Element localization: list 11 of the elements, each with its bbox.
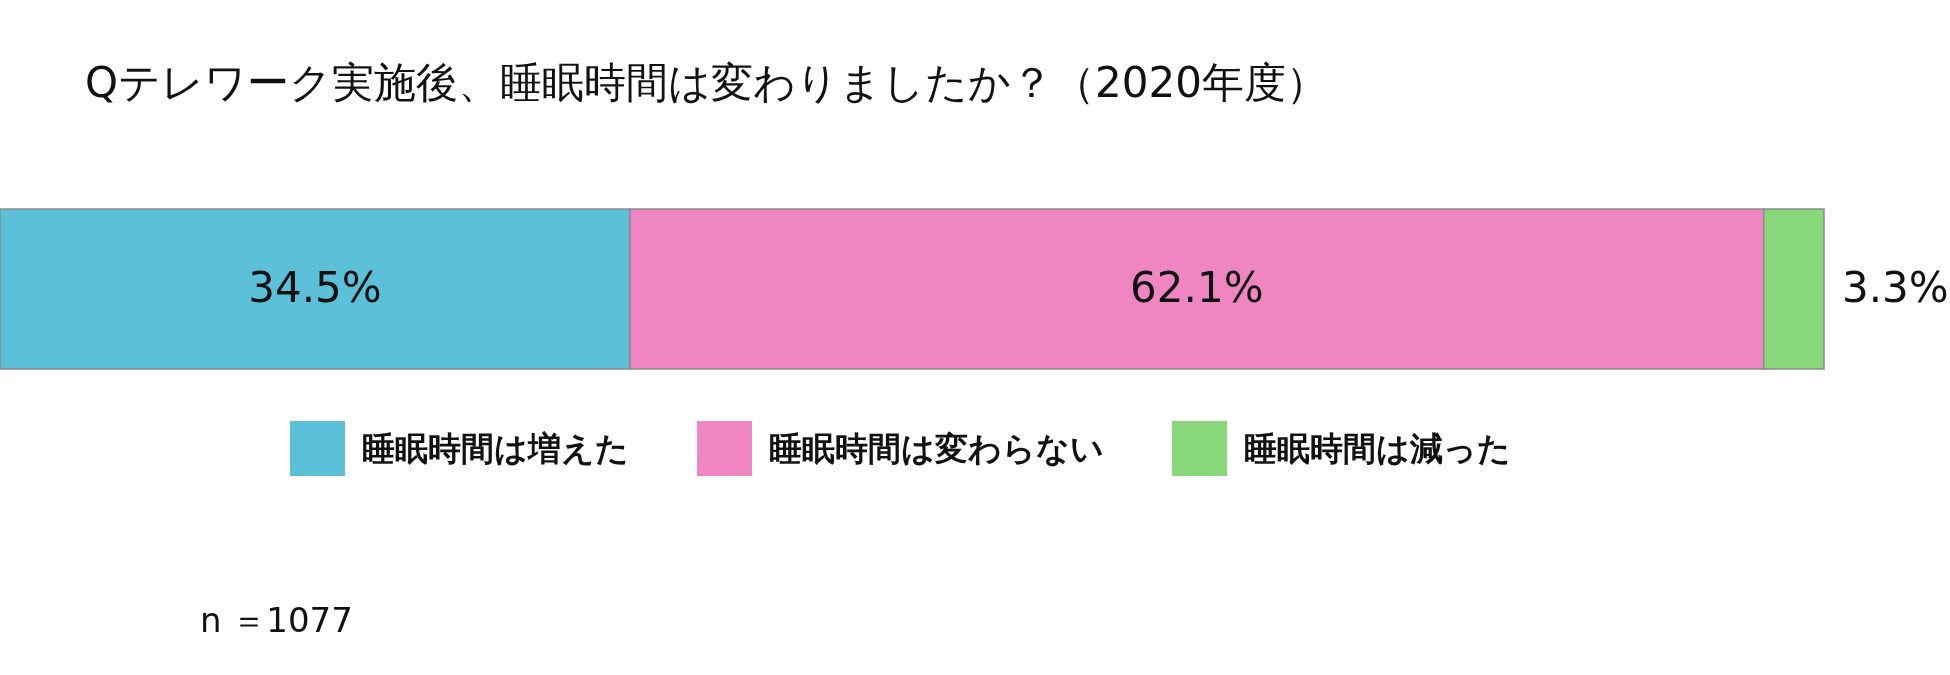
legend-item: 睡眠時間は減った xyxy=(1172,421,1511,476)
text: n ＝1077 xyxy=(200,600,353,640)
series-label: 睡眠時間は変わらない xyxy=(769,429,1104,468)
legend-item: 睡眠時間は変わらない xyxy=(697,421,1104,476)
data-label: 3.3% xyxy=(1842,263,1949,312)
legend-label: 睡眠時間は減った xyxy=(1244,429,1511,468)
legend-item: 睡眠時間は増えた xyxy=(290,421,629,476)
data-label: 62.1% xyxy=(1130,263,1264,312)
data-label: 34.5% xyxy=(248,263,382,312)
chart-title: Qテレワーク実施後、睡眠時間は変わりましたか？（2020年度） xyxy=(85,58,1328,107)
legend-label: 睡眠時間は増えた xyxy=(362,429,629,468)
